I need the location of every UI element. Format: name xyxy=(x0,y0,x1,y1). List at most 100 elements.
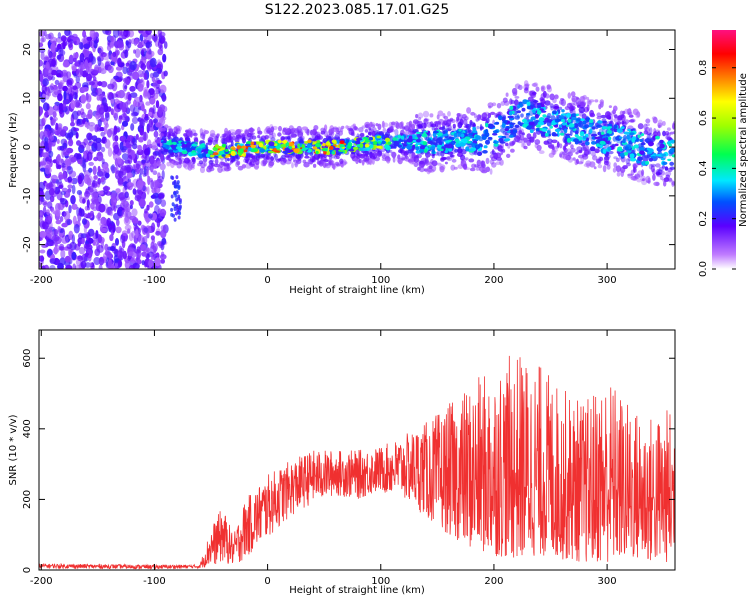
spectrogram-cell xyxy=(594,148,600,154)
spectrogram-cell xyxy=(495,152,502,159)
spectrogram-cell xyxy=(59,216,64,222)
spectrogram-cell xyxy=(599,99,604,105)
spectrogram-cell xyxy=(663,177,670,183)
spectrogram-cell xyxy=(520,142,524,148)
spectrogram-cell xyxy=(39,212,42,218)
spectrogram-cell xyxy=(176,143,183,147)
spectrogram-cell xyxy=(441,125,446,132)
spectrogram-cell xyxy=(62,101,67,111)
spectrogram-cell xyxy=(72,263,77,269)
spectrogram-cell xyxy=(328,156,333,160)
spectrogram-cell xyxy=(575,151,579,155)
spectrogram-cell xyxy=(116,40,124,48)
spectrogram-cell xyxy=(80,260,87,269)
spectrogram-cell xyxy=(291,145,296,149)
spectrogram-cell xyxy=(128,39,132,45)
spectrogram-cell xyxy=(89,125,95,132)
spectrogram-cell xyxy=(390,128,395,133)
spectrogram-cell xyxy=(273,143,278,147)
spectrogram-cell xyxy=(632,162,639,168)
spectrogram-cell xyxy=(178,157,182,165)
spectrogram-cell xyxy=(65,264,73,269)
snr-ticks: -200 -100 0 100 200 300 0 200 400 600 xyxy=(22,330,675,587)
spectrogram-cell xyxy=(442,130,446,134)
spectrogram-cell xyxy=(331,151,336,155)
spectrogram-cell xyxy=(63,211,71,221)
spectrogram-cell xyxy=(139,118,145,129)
spectrogram-cell xyxy=(270,126,275,133)
spectrogram-cell xyxy=(149,72,154,79)
spectrogram-cell xyxy=(39,124,44,130)
spectrogram-cell xyxy=(641,154,647,162)
spectrogram-cell xyxy=(375,152,379,157)
spectrogram-cell xyxy=(566,137,572,143)
spectrogram-cell xyxy=(617,151,620,154)
spectrogram-cell xyxy=(161,94,167,102)
spectrogram-cell xyxy=(375,149,380,153)
spectrogram-cell xyxy=(513,99,519,106)
spectrogram-cell xyxy=(167,125,172,131)
colorbar-ticks: 0.0 0.2 0.4 0.6 0.8 xyxy=(698,60,736,277)
spectrogram-cell xyxy=(576,146,583,153)
spectrogram-cell xyxy=(532,91,537,95)
spectrogram-cell xyxy=(135,133,139,140)
spectrogram-cell xyxy=(548,152,555,158)
spectrogram-cell xyxy=(555,145,559,149)
spectrogram-cell xyxy=(76,190,82,195)
spectrogram-cell xyxy=(540,98,546,105)
spectrogram-cell xyxy=(516,110,521,114)
spectrogram-cell xyxy=(377,149,382,156)
spectrogram-cell xyxy=(509,105,514,110)
spectrogram-cell xyxy=(110,93,119,98)
spectrogram-cell xyxy=(45,229,53,238)
spectrogram-cell xyxy=(629,119,635,123)
spectrogram-cell xyxy=(578,149,583,154)
spectrogram-cell xyxy=(522,141,526,149)
spectrogram-cell xyxy=(315,150,319,155)
spectrogram-cell xyxy=(71,251,77,261)
spectrogram-cell xyxy=(331,139,337,144)
spectrogram-cell xyxy=(236,145,242,150)
spectrogram-cell xyxy=(66,166,72,171)
spectrogram-cell xyxy=(585,117,591,122)
spectrogram-cell xyxy=(384,152,390,159)
spectrogram-cell xyxy=(68,54,74,64)
spectrogram-cell xyxy=(544,132,549,137)
spectrogram-cell xyxy=(80,111,86,119)
spectrogram-cell xyxy=(42,221,49,230)
spectrogram-cell xyxy=(607,150,614,155)
spectrogram-cell xyxy=(176,180,180,185)
spectrogram-cell xyxy=(117,157,122,165)
spectrogram-cell xyxy=(174,193,178,198)
spectrogram-cell xyxy=(370,153,375,160)
spectrogram-cell xyxy=(114,135,119,142)
spectrogram-cell xyxy=(181,144,188,148)
spectrogram-cell xyxy=(624,146,629,151)
spectrogram-cell xyxy=(324,130,328,138)
spectrogram-cell xyxy=(432,142,438,146)
spectrogram-cell xyxy=(192,132,198,137)
spectrogram-cell xyxy=(205,142,209,146)
spectrogram-cell xyxy=(151,251,157,260)
spectrogram-cell xyxy=(71,65,77,72)
spectrogram-cell xyxy=(647,177,651,185)
spectrogram-cell xyxy=(121,153,129,161)
spectrogram-cell xyxy=(110,35,114,43)
snr-panel: -200 -100 0 100 200 300 0 200 400 600 Height of s… xyxy=(8,329,676,596)
spectrogram-cell xyxy=(48,213,53,222)
spectrogram-cell xyxy=(242,149,248,153)
spectrogram-cell xyxy=(64,158,71,166)
spectrogram-cell xyxy=(141,260,145,266)
spectrogram-cell xyxy=(401,146,406,150)
spectrogram-cell xyxy=(605,133,610,137)
spectrogram-cell xyxy=(64,255,71,263)
spectrogram-cell xyxy=(532,132,537,139)
spectrogram-cell xyxy=(66,243,73,250)
spectrogram-cell xyxy=(589,161,596,168)
spectrogram-cell xyxy=(241,145,247,149)
spectrogram-cell xyxy=(155,86,161,95)
spectrogram-cell xyxy=(63,71,67,78)
spectrogram-cell xyxy=(514,135,521,143)
spectrogram-cell xyxy=(52,111,57,118)
